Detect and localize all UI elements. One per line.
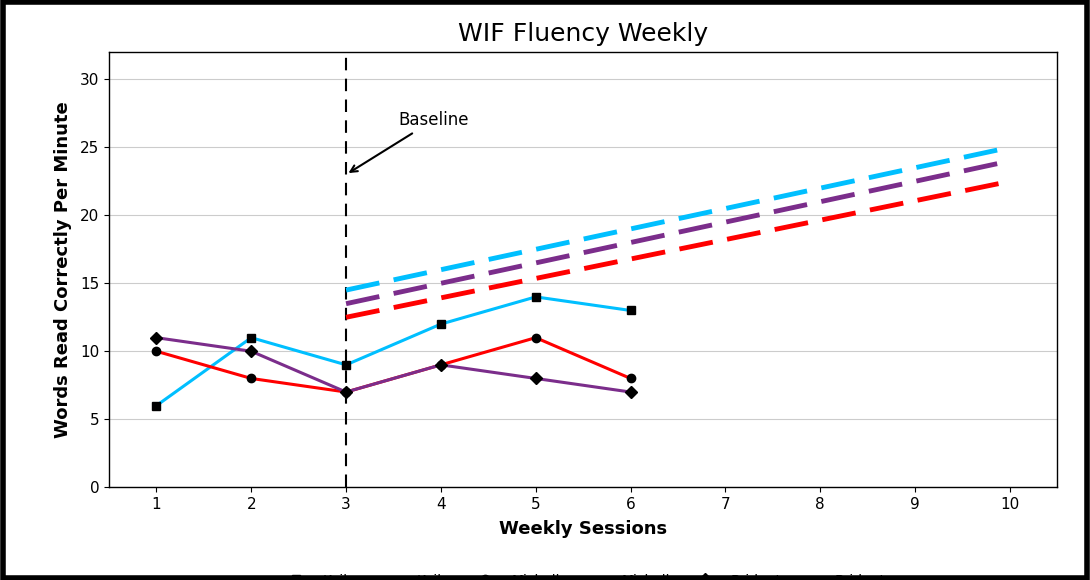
X-axis label: Weekly Sessions: Weekly Sessions — [499, 520, 667, 538]
Legend: Kailey, Kailey, Michelle, Michelle, Bridget, Bridget: Kailey, Kailey, Michelle, Michelle, Brid… — [275, 568, 892, 580]
Y-axis label: Words Read Correctly Per Minute: Words Read Correctly Per Minute — [53, 102, 72, 438]
Text: Baseline: Baseline — [350, 111, 469, 172]
Title: WIF Fluency Weekly: WIF Fluency Weekly — [458, 22, 708, 46]
